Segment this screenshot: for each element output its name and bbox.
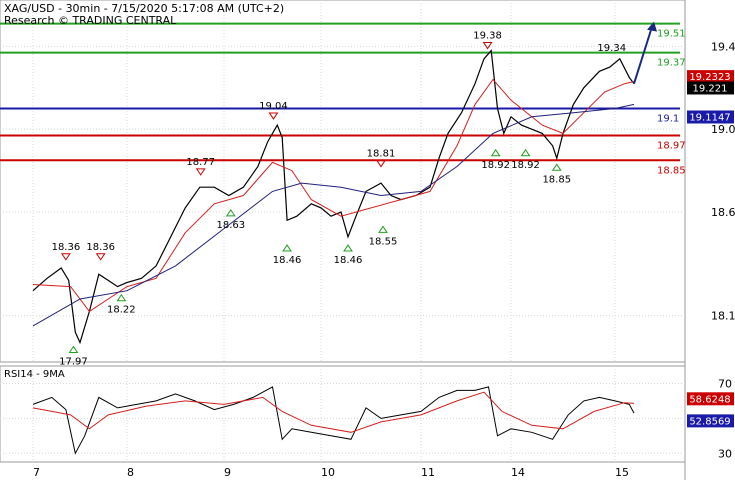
price-badge [687,81,734,95]
pivot-high-marker [195,168,206,176]
pivot-high-marker [376,160,386,168]
pivot-low-label: 17.97 [59,357,88,368]
pivot-low-label: 18.46 [334,255,363,266]
rsi-y-tick-label: 70 [718,377,732,390]
rsi-badge [687,414,734,428]
pivot-low-marker [116,293,127,302]
pivot-low-marker [343,244,353,252]
pivot-high-label: 18.81 [367,149,396,160]
forecast-arrowhead [647,21,657,32]
pivot-low-marker [490,148,501,157]
price-badge-label: 19.1147 [689,112,730,123]
y-tick-label: 19.0 [711,123,735,136]
x-tick-label: 10 [321,466,335,479]
x-tick-label: 14 [511,466,525,479]
header-line2: Research © TRADING CENTRAL [4,14,177,27]
series-ma_long [32,103,635,327]
pivot-low-label: 18.22 [107,305,136,316]
rsi-title: RSI14 - 9MA [4,369,65,380]
x-tick-label: 9 [224,466,231,479]
x-tick-label: 15 [615,466,629,479]
pivot-low-label: 18.55 [369,236,398,247]
series-price [32,49,635,345]
x-tick-label: 7 [33,466,40,479]
pivot-low-label: 18.92 [481,160,510,171]
pivot-low-marker [551,163,562,171]
pivot-high-label: 19.04 [259,101,288,112]
rsi-series-rsi_ma [32,391,635,433]
series-ma_short [32,78,635,313]
price-badge [687,110,734,124]
pivot-low-label: 18.63 [216,220,245,231]
level-label: 18.85 [657,165,686,176]
pivot-high-marker [268,112,279,120]
pivot-high-label: 18.36 [52,242,81,253]
pivot-low-label: 18.46 [273,255,302,266]
pivot-high-marker [95,253,106,261]
y-tick-label: 19.4 [711,40,735,53]
pivot-low-marker [68,345,79,354]
x-tick-label: 8 [127,466,134,479]
level-label: 19.51 [657,29,686,40]
x-tick-label: 11 [421,466,435,479]
pivot-high-label: 18.77 [186,157,215,168]
rsi-badge [687,392,734,406]
level-label: 19.1 [657,114,679,125]
pivot-low-marker [520,148,531,157]
pivot-low-marker [282,244,292,252]
rsi-series-rsi [32,386,635,455]
price-badge-label: 19.2323 [689,72,730,83]
pivot-high-label: 18.36 [86,242,115,253]
y-tick-label: 18.6 [711,206,735,219]
pivot-high-marker [482,42,493,50]
target-label: 19.34 [597,43,626,54]
pivot-low-label: 18.85 [542,174,571,185]
pivot-low-marker [378,225,388,233]
pivot-low-label: 18.92 [511,160,540,171]
price-badge-label: 19.221 [693,83,728,94]
rsi-badge-label: 58.6248 [689,394,730,405]
pivot-high-marker [60,253,71,261]
y-tick-label: 18.1 [711,310,735,323]
rsi-badge-label: 52.8569 [689,416,730,427]
header-line1: XAG/USD - 30min - 7/15/2020 5:17:08 AM (… [4,2,284,15]
forecast-arrow [633,23,654,84]
pivot-high-label: 19.38 [473,31,502,42]
level-label: 18.97 [657,140,686,151]
price-badge [687,70,734,84]
rsi-y-tick-label: 30 [718,447,732,460]
level-label: 19.37 [657,58,686,69]
pivot-low-marker [225,208,236,217]
